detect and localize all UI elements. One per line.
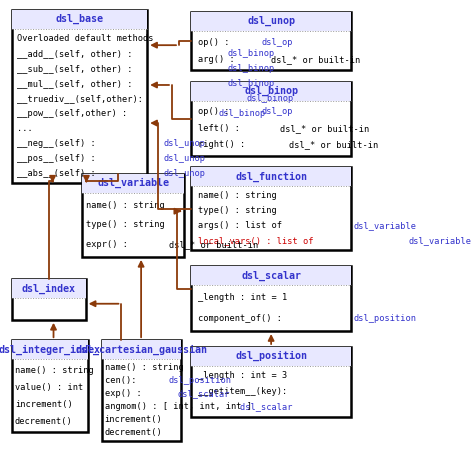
Text: dsl_* or built-in: dsl_* or built-in (169, 240, 258, 249)
Bar (191, 167, 351, 250)
Text: dsl_cartesian_gaussian: dsl_cartesian_gaussian (75, 345, 207, 355)
Bar (191, 167, 351, 186)
Text: decrement(): decrement() (105, 428, 163, 437)
Text: dsl_binop: dsl_binop (244, 86, 298, 96)
Text: dsl_scalar: dsl_scalar (198, 402, 292, 411)
Text: dsl_scalar: dsl_scalar (178, 389, 230, 398)
Text: dsl_unop: dsl_unop (164, 138, 206, 147)
Text: __neg__(self) :: __neg__(self) : (18, 138, 101, 147)
Text: dsl_* or built-in: dsl_* or built-in (289, 140, 378, 149)
Text: local_vars() : list of: local_vars() : list of (198, 236, 319, 245)
Text: dsl_base: dsl_base (55, 14, 104, 24)
Text: value() : int: value() : int (15, 382, 83, 391)
Text: dsl_position: dsl_position (169, 376, 232, 385)
Bar (12, 280, 86, 320)
Text: name() : string: name() : string (86, 201, 165, 210)
Text: dsl_index: dsl_index (22, 284, 76, 294)
Bar (82, 174, 184, 193)
Text: dsl_binop: dsl_binop (246, 94, 293, 103)
Text: name() : string: name() : string (105, 363, 183, 372)
Text: dsl_op: dsl_op (262, 37, 293, 46)
Text: right() :: right() : (198, 140, 250, 149)
Text: dsl_* or built-in: dsl_* or built-in (271, 55, 360, 64)
Text: __add__(self, other) :: __add__(self, other) : (18, 49, 138, 58)
Text: dsl_binop: dsl_binop (219, 109, 266, 118)
Text: dsl_* or built-in: dsl_* or built-in (280, 124, 369, 133)
Text: __sub__(self, other) :: __sub__(self, other) : (18, 64, 138, 73)
Bar (191, 82, 351, 156)
Text: increment(): increment() (15, 400, 73, 409)
Bar (12, 340, 88, 359)
Bar (191, 12, 351, 70)
Text: name() : string: name() : string (15, 366, 94, 375)
Text: dsl_variable: dsl_variable (408, 236, 471, 245)
Text: dsl_unop: dsl_unop (247, 16, 295, 27)
Text: name() : string: name() : string (198, 191, 276, 200)
Text: dsl_position: dsl_position (353, 313, 416, 322)
Text: _length : int = 1: _length : int = 1 (198, 294, 287, 303)
Bar (12, 9, 147, 28)
Text: op() :: op() : (198, 107, 234, 116)
Bar (191, 12, 351, 31)
Bar (191, 347, 351, 366)
Text: component_of() :: component_of() : (198, 313, 287, 322)
Text: dsl_variable: dsl_variable (353, 221, 416, 230)
Text: __truediv__(self,other):: __truediv__(self,other): (18, 94, 149, 103)
Text: dsl_position: dsl_position (235, 351, 307, 361)
Text: dsl_op: dsl_op (262, 107, 293, 116)
Text: ...: ... (18, 124, 33, 133)
Text: _length : int = 3: _length : int = 3 (198, 371, 287, 380)
Text: Overloaded default methods: Overloaded default methods (18, 34, 154, 43)
Text: args() : list of: args() : list of (198, 221, 287, 230)
Text: arg() :: arg() : (198, 55, 239, 64)
Text: __mul__(self, other) :: __mul__(self, other) : (18, 79, 138, 88)
Bar (101, 340, 181, 359)
Text: dsl_variable: dsl_variable (97, 178, 169, 189)
Text: dsl_function: dsl_function (235, 171, 307, 182)
Bar (191, 82, 351, 101)
Text: dsl_binop: dsl_binop (228, 79, 275, 88)
Text: dsl_unop: dsl_unop (164, 169, 206, 178)
Text: cen():: cen(): (105, 376, 141, 385)
Text: increment(): increment() (105, 415, 163, 424)
Text: __abs__(self) :: __abs__(self) : (18, 169, 101, 178)
Bar (82, 174, 184, 257)
Text: type() : string: type() : string (86, 221, 165, 229)
Text: dsl_binop: dsl_binop (228, 64, 275, 73)
Bar (191, 347, 351, 417)
Bar (191, 266, 351, 331)
Text: decrement(): decrement() (15, 417, 73, 426)
Bar (191, 266, 351, 285)
Text: dsl_binop: dsl_binop (228, 49, 275, 58)
Text: dsl_scalar: dsl_scalar (241, 270, 301, 281)
Text: __pow__(self,other) :: __pow__(self,other) : (18, 109, 133, 118)
Text: dsl_integer_index: dsl_integer_index (0, 345, 101, 355)
Text: exp() :: exp() : (105, 389, 147, 398)
Text: type() : string: type() : string (198, 206, 276, 215)
Text: __pos__(self) :: __pos__(self) : (18, 154, 101, 162)
Bar (12, 340, 88, 433)
Text: __getitem__(key):: __getitem__(key): (198, 387, 287, 396)
Text: expr() :: expr() : (86, 240, 134, 249)
Text: op() :: op() : (198, 37, 234, 46)
Text: dsl_unop: dsl_unop (164, 154, 206, 162)
Bar (12, 9, 147, 183)
Text: angmom() : [ int, int, int ]: angmom() : [ int, int, int ] (105, 402, 252, 411)
Bar (12, 280, 86, 299)
Text: left() :: left() : (198, 124, 245, 133)
Bar (101, 340, 181, 442)
